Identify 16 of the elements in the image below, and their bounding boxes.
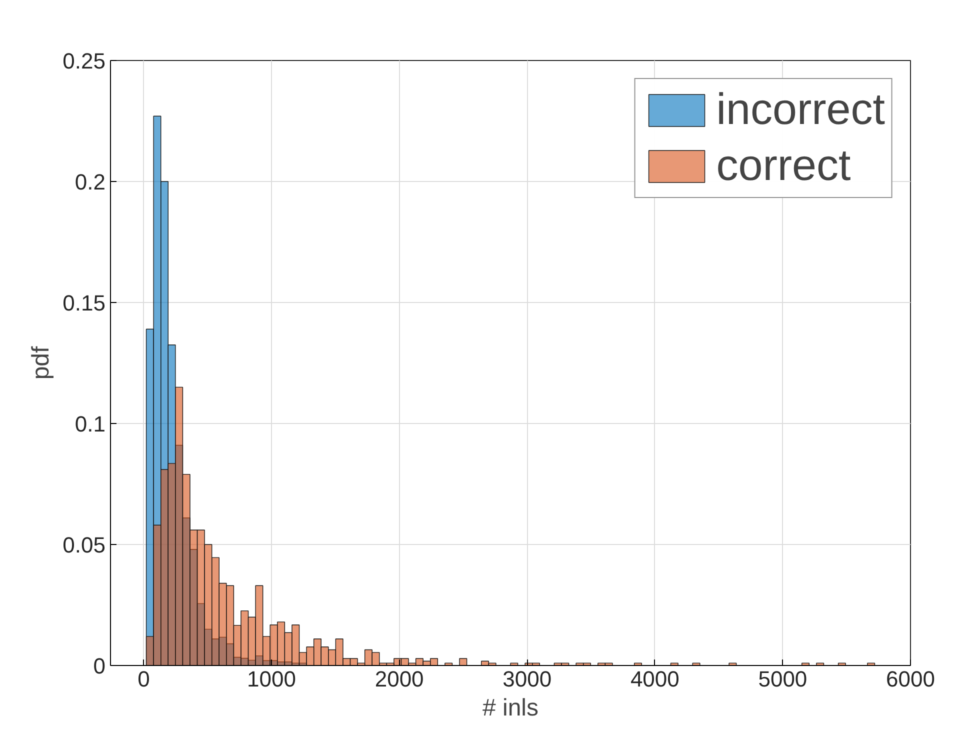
- x-tick-label: 1000: [247, 666, 296, 692]
- legend-label: correct: [716, 141, 851, 191]
- x-tick-label: 6000: [886, 666, 935, 692]
- y-tick-label: 0.25: [62, 48, 106, 74]
- y-axis-title: pdf: [28, 346, 55, 380]
- x-axis-title: # inls: [482, 694, 539, 722]
- x-tick-label: 4000: [630, 666, 680, 692]
- x-tick-label: 0: [138, 666, 150, 692]
- y-tick-label: 0.2: [74, 170, 106, 194]
- x-tick-label: 3000: [502, 666, 552, 692]
- y-tick-label: 0.05: [62, 532, 106, 558]
- y-tick-label: 0.1: [74, 412, 106, 436]
- x-tick-label: 2000: [374, 666, 424, 692]
- legend-label: incorrect: [716, 85, 885, 135]
- y-tick-label: 0.15: [62, 290, 106, 316]
- x-tick-label: 5000: [758, 666, 808, 692]
